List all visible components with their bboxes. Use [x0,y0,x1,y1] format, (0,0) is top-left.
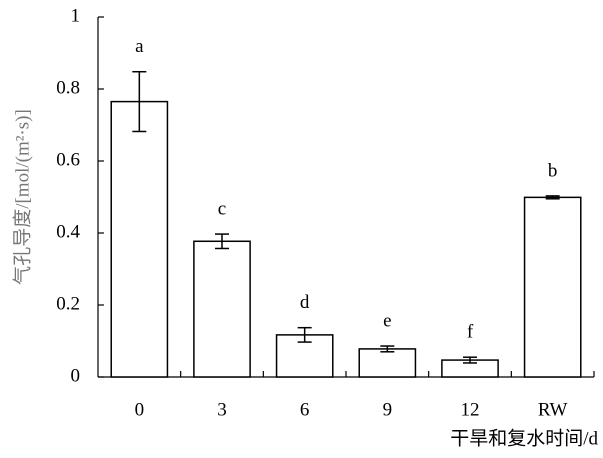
y-axis-label: 气孔导度/[mol/(m²·s)] [11,109,33,285]
error-bar [215,233,229,250]
significance-letter: c [218,198,226,219]
significance-letter: b [548,160,558,181]
error-bar [132,70,147,133]
significance-letter: d [300,292,310,313]
bar [110,100,169,378]
x-axis-label: 干旱和复水时间/d [450,427,598,449]
y-tick-label: 0.4 [56,221,80,242]
bar [523,196,582,378]
x-tick-label: 3 [217,399,227,420]
y-tick-label: 0.8 [56,77,80,98]
error-bar [463,356,477,364]
significance-letter: f [467,322,474,343]
y-tick-label: 0.2 [56,293,80,314]
x-tick-label: 0 [135,399,145,420]
bar [193,240,251,378]
y-tick-label: 0.6 [56,149,80,170]
x-tick-label: RW [538,399,568,420]
y-tick-label: 1 [71,5,81,26]
significance-letter: a [135,36,144,57]
error-bar [297,326,312,343]
y-tick-label: 0 [71,365,81,386]
error-bar [545,195,560,200]
significance-letter: e [383,310,391,331]
error-bar [380,345,395,353]
bar [358,348,417,378]
x-tick-label: 6 [300,399,310,420]
x-tick-label: 12 [461,399,480,420]
x-tick-label: 9 [383,399,393,420]
